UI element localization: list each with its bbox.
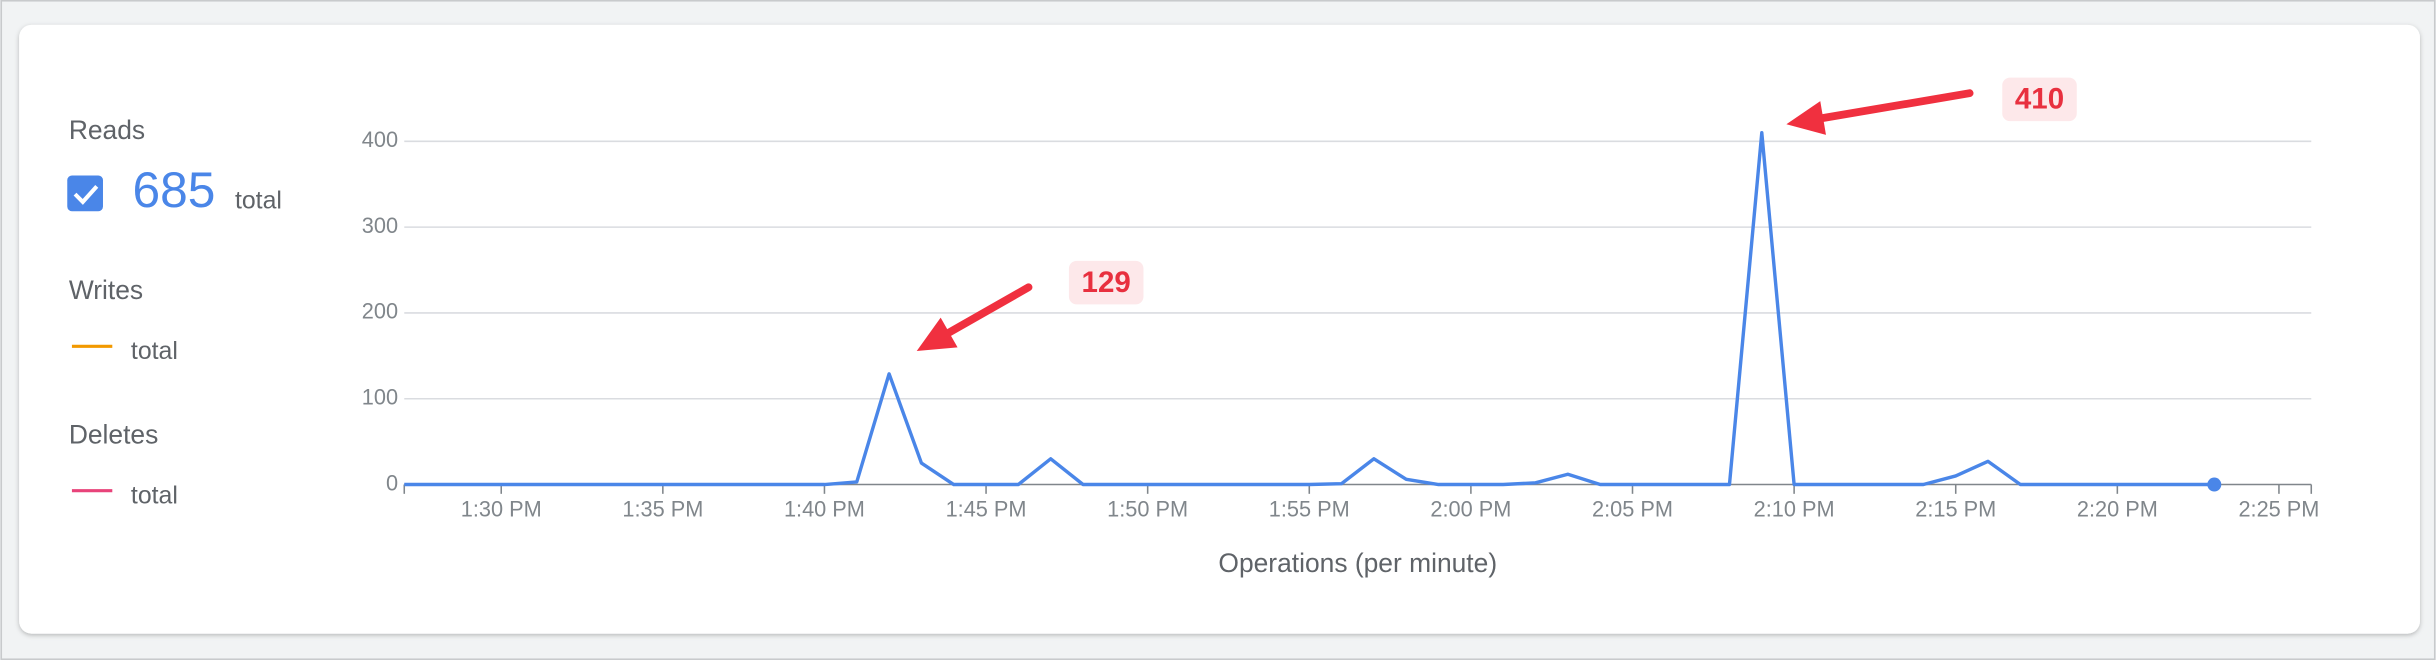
checkbox-box (67, 175, 103, 212)
plot: 0 100 200 300 400 1:30 PM 1:35 PM 1:40 PM 1:45 P… (362, 77, 2319, 522)
legend-total: 685 (132, 162, 215, 218)
x-tick-label: 1:45 PM (946, 497, 1027, 522)
y-tick-label: 200 (362, 299, 398, 324)
x-tick-label: 2:05 PM (1592, 497, 1673, 522)
series-line (404, 131, 2215, 487)
annotation-badge (1068, 260, 1144, 305)
y-tick-label: 100 (362, 384, 398, 409)
annotation-label: 129 (1082, 266, 1131, 299)
legend-title: Reads (69, 115, 145, 145)
x-tick-label: 1:30 PM (461, 497, 542, 522)
x-tick-label: 2:25 PM (2238, 497, 2319, 522)
x-tick-label: 2:15 PM (1915, 497, 1996, 522)
legend-unit: total (235, 187, 282, 214)
annotation-arrow-shaft (1819, 89, 1974, 122)
annotation-arrow-shaft (945, 283, 1033, 337)
card (19, 24, 2420, 634)
legend: Reads 685 total Writes total Deletes total (67, 115, 282, 510)
checkmark (73, 185, 99, 205)
legend-title: Deletes (69, 419, 158, 449)
x-tick-label: 2:00 PM (1430, 497, 1511, 522)
x-tick-label: 1:35 PM (622, 497, 703, 522)
x-tick-label: 2:20 PM (2077, 497, 2158, 522)
x-tick-label: 2:10 PM (1754, 497, 1835, 522)
x-axis-label: Operations (per minute) (1218, 548, 1497, 578)
annotation-label: 410 (2015, 83, 2064, 116)
legend-unit: total (131, 338, 178, 365)
annotation-arrow-head (916, 317, 958, 351)
last-point (2207, 477, 2222, 492)
x-tick-label: 1:40 PM (784, 497, 865, 522)
annotation-badge (2002, 77, 2077, 122)
x-tick-label: 1:50 PM (1107, 497, 1188, 522)
y-tick-label: 0 (386, 470, 398, 495)
legend-title: Writes (69, 275, 143, 305)
y-tick-label: 300 (362, 213, 398, 238)
annotation-arrow-head (1786, 101, 1826, 135)
checkbox[interactable] (67, 175, 103, 212)
x-tick-label: 1:55 PM (1269, 497, 1350, 522)
legend-unit: total (131, 483, 178, 510)
y-tick-label: 400 (362, 127, 398, 152)
